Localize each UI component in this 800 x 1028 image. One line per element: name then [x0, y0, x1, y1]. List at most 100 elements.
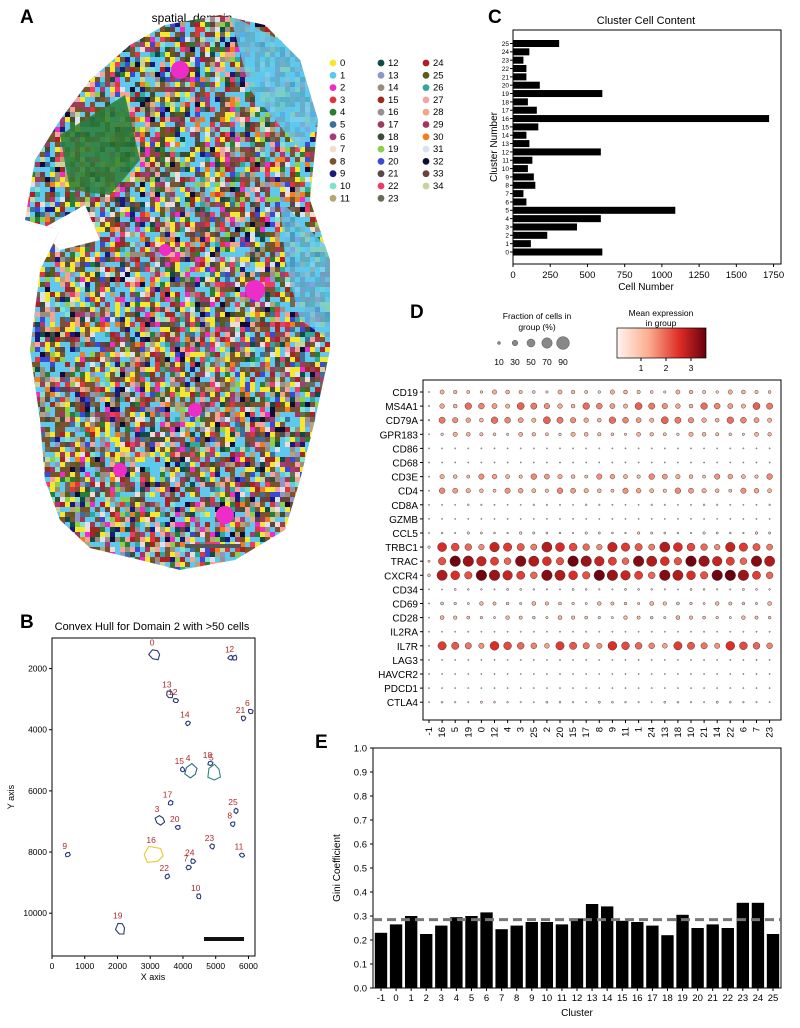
tissue-cell	[200, 312, 206, 318]
tissue-cell	[35, 382, 41, 388]
tissue-cell	[315, 377, 321, 383]
tissue-cell	[155, 132, 161, 138]
tissue-cell	[205, 187, 211, 193]
tissue-cell	[235, 302, 241, 308]
tissue-cell	[180, 332, 186, 338]
tissue-cell	[25, 287, 31, 293]
tissue-cell	[165, 72, 171, 78]
tissue-cell	[230, 27, 236, 33]
tissue-cell	[65, 397, 71, 403]
tissue-cell	[130, 217, 136, 223]
tissue-cell	[205, 247, 211, 253]
tissue-cell	[250, 332, 256, 338]
tissue-cell	[65, 272, 71, 278]
tissue-cell	[35, 42, 41, 48]
tissue-cell	[195, 222, 201, 228]
tissue-cell	[35, 397, 41, 403]
tissue-cell	[40, 342, 46, 348]
tissue-cell	[100, 347, 106, 353]
tissue-cell	[195, 42, 201, 48]
tissue-cell	[280, 382, 286, 388]
tissue-cell	[210, 312, 216, 318]
tissue-cell	[45, 152, 51, 158]
tissue-cell	[160, 387, 166, 393]
tissue-cell	[30, 102, 36, 108]
tissue-cell	[185, 52, 191, 58]
tissue-cell	[25, 357, 26, 363]
tissue-cell	[120, 242, 126, 248]
tissue-cell	[50, 272, 56, 278]
tissue-cell	[150, 147, 156, 153]
tissue-cell	[215, 342, 221, 348]
tissue-cell	[35, 147, 41, 153]
tissue-cell	[115, 227, 121, 233]
tissue-cell	[185, 332, 191, 338]
tissue-cell	[100, 212, 106, 218]
tissue-cell	[275, 202, 281, 208]
tissue-cell	[95, 92, 101, 98]
tissue-cell	[45, 372, 51, 378]
tissue-cell	[325, 122, 330, 128]
tissue-cell	[50, 62, 56, 68]
tissue-cell	[110, 32, 116, 38]
tissue-cell	[60, 152, 66, 158]
tissue-cell	[280, 287, 286, 293]
tissue-cell	[50, 282, 56, 288]
tissue-cell	[230, 257, 236, 263]
tissue-cell	[245, 232, 251, 238]
tissue-cell	[265, 237, 271, 243]
tissue-cell	[135, 307, 141, 313]
tissue-cell	[60, 302, 66, 308]
tissue-cell	[215, 77, 221, 83]
tissue-cell	[160, 397, 166, 403]
tissue-cell	[325, 212, 330, 218]
tissue-cell	[125, 212, 131, 218]
tissue-cell	[185, 42, 191, 48]
tissue-cell	[185, 147, 191, 153]
tissue-cell	[275, 337, 281, 343]
tissue-cell	[80, 372, 86, 378]
tissue-cell	[215, 22, 221, 28]
tissue-cell	[110, 267, 116, 273]
tissue-cell	[200, 157, 206, 163]
tissue-cell	[160, 127, 166, 133]
tissue-cell	[320, 97, 326, 103]
tissue-cell	[30, 82, 36, 88]
tissue-cell	[220, 197, 226, 203]
tissue-cell	[305, 47, 311, 53]
tissue-cell	[170, 137, 176, 143]
tissue-cell	[305, 357, 311, 363]
tissue-cell	[310, 77, 316, 83]
tissue-cell	[280, 307, 286, 313]
tissue-cell	[240, 177, 246, 183]
tissue-cell	[150, 327, 156, 333]
tissue-cell	[220, 297, 226, 303]
tissue-cell	[195, 302, 201, 308]
tissue-cell	[320, 82, 326, 88]
tissue-cell	[105, 352, 111, 358]
tissue-cell	[150, 352, 156, 358]
tissue-cell	[225, 87, 231, 93]
tissue-cell	[165, 402, 171, 408]
tissue-cell	[60, 17, 66, 23]
tissue-cell	[315, 197, 321, 203]
tissue-cell	[260, 327, 266, 333]
tissue-cell	[230, 212, 236, 218]
tissue-cell	[140, 337, 146, 343]
tissue-cell	[115, 392, 121, 398]
tissue-cell	[50, 217, 56, 223]
tissue-cell	[245, 152, 251, 158]
tissue-cell	[105, 57, 111, 63]
tissue-cell	[125, 247, 131, 253]
tissue-cell	[145, 202, 151, 208]
tissue-cell	[180, 47, 186, 53]
tissue-cell	[85, 262, 91, 268]
tissue-cell	[110, 392, 116, 398]
tissue-cell	[115, 202, 121, 208]
tissue-cell	[170, 187, 176, 193]
tissue-cell	[215, 122, 221, 128]
tissue-cell	[145, 297, 151, 303]
tissue-cell	[80, 322, 86, 328]
tissue-cell	[80, 302, 86, 308]
tissue-cell	[310, 15, 316, 18]
